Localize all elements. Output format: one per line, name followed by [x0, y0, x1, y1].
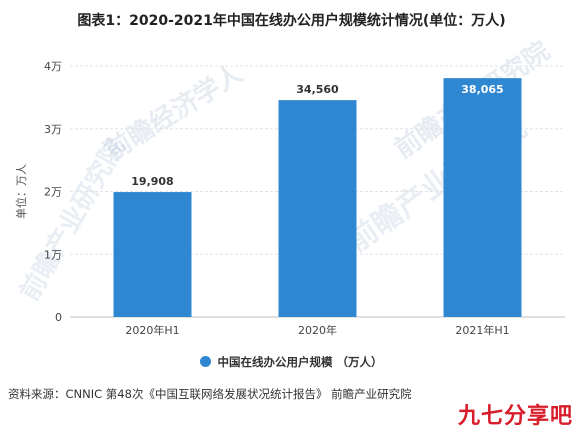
- bar: [443, 78, 522, 318]
- legend-swatch: [200, 356, 212, 367]
- y-tick-label: 3万: [44, 123, 62, 136]
- y-tick-label: 1万: [44, 248, 62, 261]
- y-tick-label: 0: [55, 311, 62, 324]
- data-label: 34,560: [296, 83, 339, 96]
- x-tick-label: 2020年: [298, 323, 337, 337]
- bar: [278, 100, 357, 317]
- y-tick-label: 2万: [44, 186, 62, 199]
- legend-label: 中国在线办公用户规模 （万人）: [217, 355, 383, 369]
- data-label: 38,065: [461, 83, 503, 96]
- x-tick-label: 2021年H1: [455, 323, 509, 337]
- x-tick-label: 2020年H1: [125, 323, 179, 337]
- y-axis-label: 单位：万人: [14, 164, 28, 219]
- data-label: 19,908: [131, 175, 173, 188]
- chart-title: 图表1：2020-2021年中国在线办公用户规模统计情况(单位：万人): [77, 13, 506, 29]
- bar: [113, 192, 192, 317]
- brand-watermark: 九七分享吧: [457, 404, 573, 429]
- y-tick-label: 4万: [44, 60, 62, 73]
- legend: 中国在线办公用户规模 （万人）: [0, 354, 583, 370]
- source-note: 资料来源：CNNIC 第48次《中国互联网络发展状况统计报告》 前瞻产业研究院: [8, 387, 412, 401]
